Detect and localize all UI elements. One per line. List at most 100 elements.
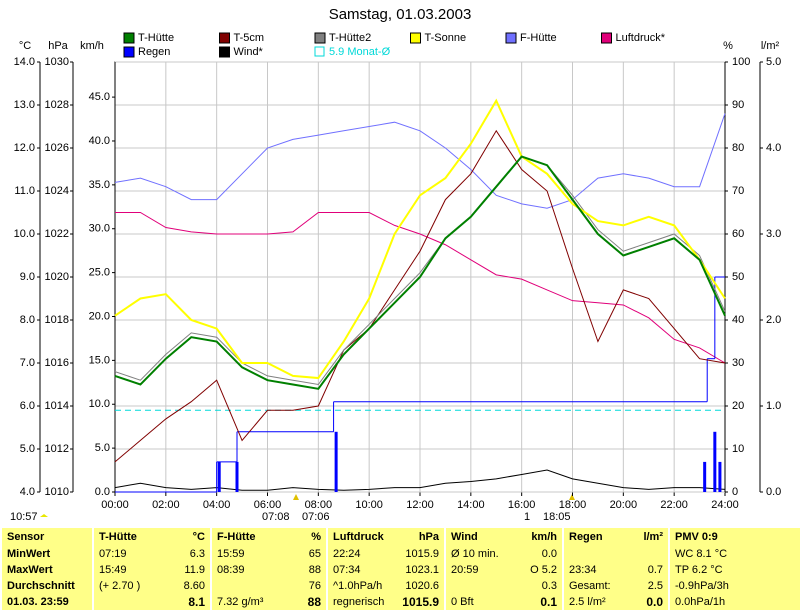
column-header: Sensor (7, 531, 45, 543)
series-line (114, 129, 726, 463)
y-tick-label: 5.0 (766, 56, 781, 68)
column-header: T-Hütte (99, 531, 137, 543)
x-tick-label: 16:00 (508, 499, 536, 511)
y-tick-label: 6.0 (20, 400, 35, 412)
legend-value: 5.9 (329, 46, 344, 58)
sun-marker (40, 514, 48, 517)
column-unit: % (311, 531, 321, 543)
y-tick-label: 1028 (45, 99, 69, 111)
cell-label: 15:49 (99, 564, 127, 576)
x-tick-label: 12:00 (406, 499, 434, 511)
column-unit: km/h (531, 531, 557, 543)
y-tick-label: 1020 (45, 271, 69, 283)
table-row: 15:59 65 (217, 546, 321, 562)
y-tick-label: 20 (732, 400, 744, 412)
y-tick-label: 9.0 (20, 271, 35, 283)
legend-swatch (505, 32, 517, 44)
rain-bar (703, 461, 707, 492)
cell-label: ^1.0hPa/h (333, 580, 383, 592)
y-tick-label: 1.0 (766, 400, 781, 412)
y-tick-label: 5.0 (95, 442, 110, 454)
table-row: 0.0hPa/1h (675, 594, 795, 610)
cell-label: MinWert (7, 548, 51, 560)
header-row: Luftdruck hPa (333, 528, 439, 546)
cell-label: Gesamt: (569, 580, 611, 592)
table-row: 7.32 g/m³ 88 (217, 594, 321, 610)
cell-label: 07:19 (99, 548, 127, 560)
chart-title: Samstag, 01.03.2003 (329, 6, 472, 23)
column-header: Wind (451, 531, 478, 543)
cell-value: 0.0 (646, 595, 663, 609)
table-section: Sensor MinWert MaxWert Durchschnitt 01.03. 2… (0, 528, 92, 610)
axis-unit: hPa (48, 40, 68, 52)
cell-label: regnerisch (333, 596, 385, 608)
rain-bar (235, 461, 239, 492)
x-tick-label: 04:00 (203, 499, 231, 511)
y-tick-label: 1024 (45, 185, 69, 197)
table-row: 0 Bft 0.1 (451, 594, 557, 610)
y-tick-label: 45.0 (89, 91, 110, 103)
table-row: -0.9hPa/3h (675, 578, 795, 594)
table-row: Gesamt: 2.5 (569, 578, 663, 594)
legend-label: T-Hütte (138, 32, 174, 44)
y-tick-label: 1030 (45, 56, 69, 68)
y-tick-label: 1012 (45, 443, 69, 455)
y-tick-label: 30 (732, 357, 744, 369)
table-row: 23:34 0.7 (569, 562, 663, 578)
series-line (114, 98, 726, 380)
cell-label: Durchschnitt (7, 580, 75, 592)
cell-label: 07:34 (333, 564, 361, 576)
cell-label: WC 8.1 °C (675, 548, 728, 560)
cell-label: 2.5 l/m² (569, 596, 606, 608)
header-row: F-Hütte% (217, 528, 321, 546)
cell-label: 08:39 (217, 564, 245, 576)
x-tick-label: 00:00 (101, 499, 129, 511)
header-row: Regen l/m² (569, 528, 663, 546)
axis-unit: l/m² (761, 40, 780, 52)
cell-value: 0.7 (647, 564, 663, 576)
axis-unit: % (723, 40, 733, 52)
table-row: (+ 2.70 ) 8.60 (99, 578, 205, 594)
y-tick-label: 2.0 (766, 314, 781, 326)
y-tick-label: 40 (732, 314, 744, 326)
table-row: 76 (217, 578, 321, 594)
y-tick-label: 4.0 (766, 142, 781, 154)
column-header: Luftdruck (333, 531, 384, 543)
table-row (569, 546, 663, 562)
y-tick-label: 90 (732, 99, 744, 111)
table-section: Regen l/m² 23:34 0.7 Gesamt: 2.5 2.5 l/m² 0.0 (562, 528, 668, 610)
y-tick-label: 0.0 (766, 486, 781, 498)
table-row: regnerisch 1015.9 (333, 594, 439, 610)
legend-label: Luftdruck* (616, 32, 666, 44)
table-section: Luftdruck hPa 22:24 1015.9 07:34 1023.1 ^1.0hP… (326, 528, 444, 610)
y-tick-label: 25.0 (89, 267, 110, 279)
cell-label: 20:59 (451, 564, 479, 576)
legend-label: T-Hütte2 (329, 32, 371, 44)
table-row: TP 6.2 °C (675, 562, 795, 578)
legend-swatch (601, 32, 612, 44)
annotation: 10:57 (10, 511, 38, 523)
table-row: Durchschnitt (7, 578, 87, 594)
cell-value: 0.3 (541, 580, 557, 592)
legend-swatch (123, 46, 135, 58)
cell-value: 8.1 (188, 595, 205, 609)
x-tick-label: 24:00 (711, 499, 739, 511)
table-row: Ø 10 min. 0.0 (451, 546, 557, 562)
annotation: 07:06 (302, 511, 330, 523)
y-tick-label: 50 (732, 271, 744, 283)
cell-value: 1015.9 (405, 548, 439, 560)
table-row: 0.3 (451, 578, 557, 594)
legend-swatch (219, 46, 230, 58)
table-row: 01.03. 23:59 (7, 594, 87, 610)
column-header: PMV 0:9 (675, 531, 718, 543)
table-section: PMV 0:9 WC 8.1 °C TP 6.2 °C -0.9hPa/3h 0.0hP… (668, 528, 800, 610)
y-tick-label: 1014 (45, 400, 69, 412)
cell-label: Ø 10 min. (451, 548, 499, 560)
cell-label: -0.9hPa/3h (675, 580, 729, 592)
table-row: 08:39 88 (217, 562, 321, 578)
legend-swatch (314, 46, 325, 57)
y-tick-label: 20.0 (89, 310, 110, 322)
y-tick-label: 3.0 (766, 228, 781, 240)
y-tick-label: 100 (732, 56, 750, 68)
